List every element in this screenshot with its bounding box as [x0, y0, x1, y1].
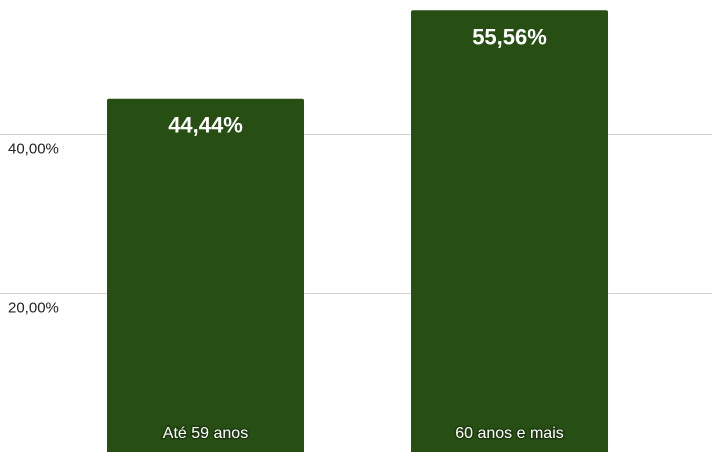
data-label: 55,56% [472, 24, 547, 49]
category-label: 60 anos e mais [455, 425, 564, 442]
y-tick-label: 20,00% [8, 300, 59, 317]
data-label: 44,44% [168, 113, 243, 138]
category-label: Até 59 anos [163, 425, 248, 442]
bars [107, 10, 608, 452]
bar-2 [411, 10, 608, 452]
y-axis-tick-labels: 20,00% 40,00% [8, 141, 59, 317]
bar-1 [107, 98, 304, 452]
y-tick-label: 40,00% [8, 141, 59, 158]
bar-labels: 44,44% Até 59 anos 55,56% 60 anos e mais [161, 24, 565, 443]
